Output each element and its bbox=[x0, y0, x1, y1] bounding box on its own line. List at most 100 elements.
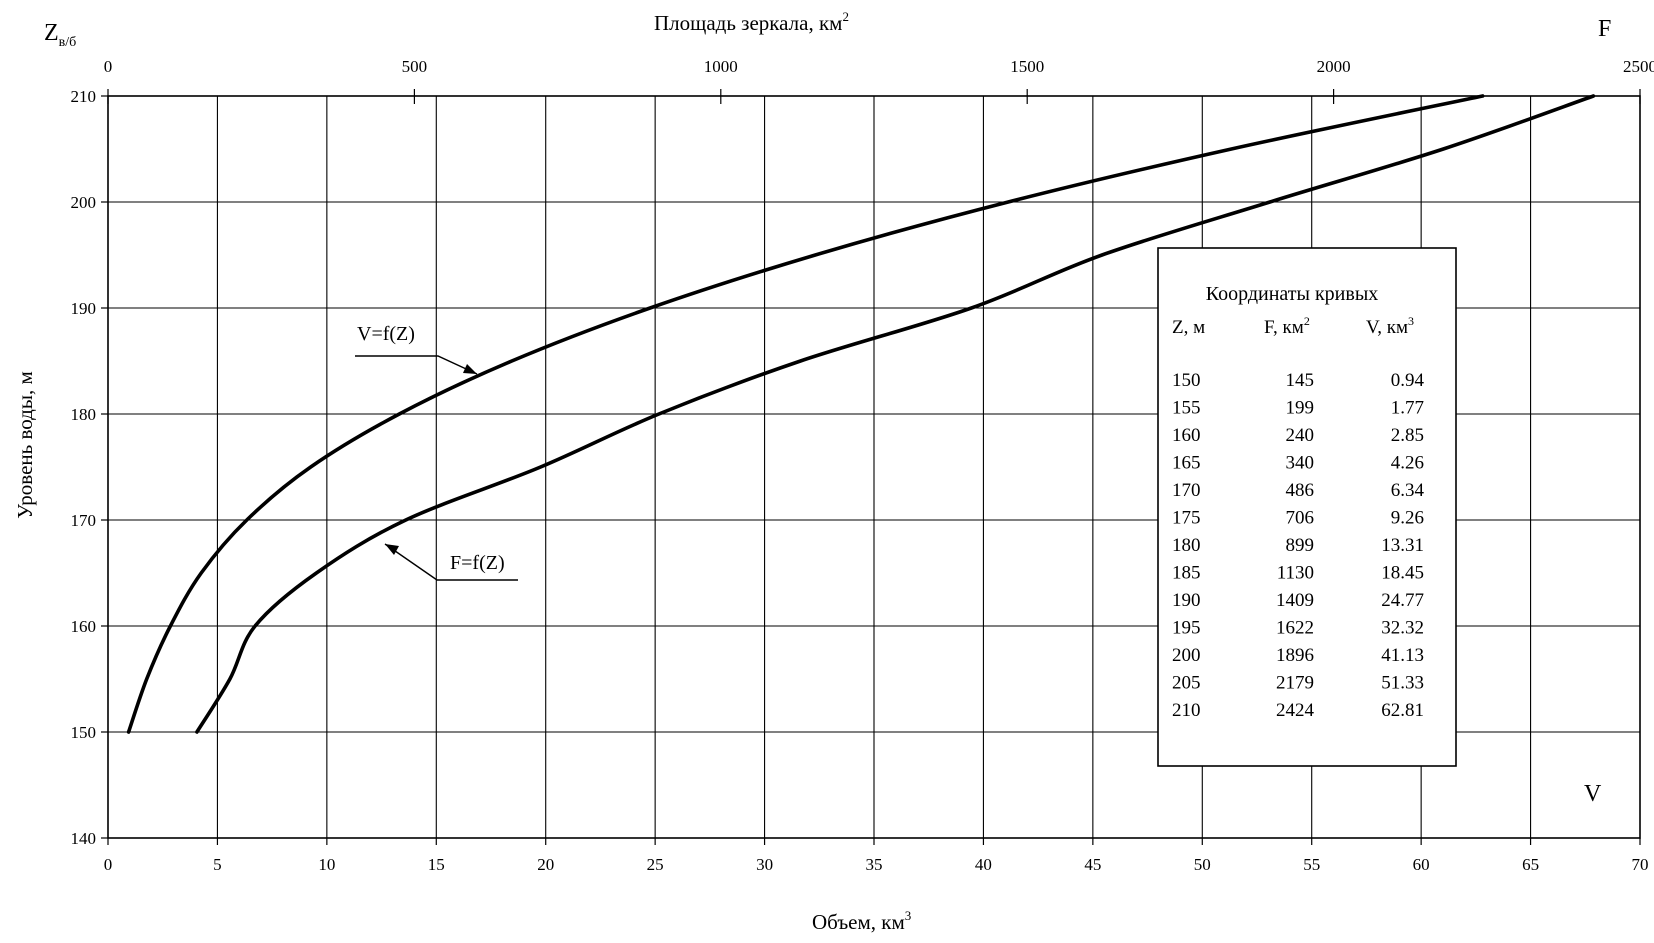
table-cell: 13.31 bbox=[1381, 535, 1424, 556]
bottom-tick-label: 15 bbox=[428, 855, 445, 874]
table-cell: 0.94 bbox=[1391, 370, 1425, 391]
bottom-tick-label: 30 bbox=[756, 855, 773, 874]
y-axis-title: Уровень воды, м bbox=[13, 371, 37, 518]
table-cell: 240 bbox=[1286, 425, 1315, 446]
top-corner-label: F bbox=[1598, 16, 1611, 42]
table-cell: 145 bbox=[1286, 370, 1315, 391]
bottom-tick-label: 25 bbox=[647, 855, 664, 874]
bottom-tick-label: 40 bbox=[975, 855, 992, 874]
table-cell: 32.32 bbox=[1381, 618, 1424, 639]
bottom-tick-label: 20 bbox=[537, 855, 554, 874]
table-cell: 1.77 bbox=[1391, 398, 1424, 419]
bottom-tick-label: 70 bbox=[1632, 855, 1649, 874]
table-row: 210 2424 62.81 bbox=[1172, 700, 1424, 721]
table-cell: 899 bbox=[1286, 535, 1315, 556]
table-row: 160 240 2.85 bbox=[1172, 425, 1424, 446]
y-tick-label: 210 bbox=[71, 87, 97, 106]
table-cell: 210 bbox=[1172, 700, 1201, 721]
table-cell: 155 bbox=[1172, 398, 1201, 419]
table-row: 170 486 6.34 bbox=[1172, 480, 1425, 501]
table-cell: 2.85 bbox=[1391, 425, 1424, 446]
table-cell: 160 bbox=[1172, 425, 1201, 446]
table-cell: 205 bbox=[1172, 673, 1201, 694]
bottom-tick-label: 10 bbox=[318, 855, 335, 874]
table-row: 185 1130 18.45 bbox=[1172, 563, 1424, 584]
y-tick-label: 160 bbox=[71, 617, 97, 636]
table-cell: 150 bbox=[1172, 370, 1201, 391]
volume-curve bbox=[126, 94, 1485, 734]
table-row: 200 1896 41.13 bbox=[1172, 645, 1424, 666]
table-cell: 165 bbox=[1172, 453, 1201, 474]
table-rows: 150 145 0.94 155 199 1.77 160 240 2.85 165 340 4.26… bbox=[1172, 370, 1425, 721]
area-curve bbox=[195, 94, 1596, 734]
y-tick-label: 140 bbox=[71, 829, 97, 848]
table-cell: 200 bbox=[1172, 645, 1201, 666]
f-curve-arrow bbox=[385, 544, 399, 555]
table-row: 175 706 9.26 bbox=[1172, 508, 1424, 529]
top-tick-label: 0 bbox=[104, 57, 113, 76]
bottom-tick-label: 45 bbox=[1084, 855, 1101, 874]
f-curve-leader bbox=[384, 543, 518, 581]
table-row: 180 899 13.31 bbox=[1172, 535, 1424, 556]
table-cell: 1622 bbox=[1276, 618, 1314, 639]
table-cell: 175 bbox=[1172, 508, 1201, 529]
top-tick-label: 2000 bbox=[1317, 57, 1351, 76]
v-curve-label: V=f(Z) bbox=[357, 323, 415, 345]
top-tick-label: 500 bbox=[402, 57, 428, 76]
table-cell: 9.26 bbox=[1391, 508, 1424, 529]
table-cell: 1409 bbox=[1276, 590, 1314, 611]
top-tick-label: 1500 bbox=[1010, 57, 1044, 76]
table-cell: 185 bbox=[1172, 563, 1201, 584]
curves bbox=[126, 94, 1596, 734]
table-row: 190 1409 24.77 bbox=[1172, 590, 1424, 611]
bottom-tick-label: 60 bbox=[1413, 855, 1430, 874]
table-cell: 199 bbox=[1286, 398, 1315, 419]
table-cell: 1130 bbox=[1277, 563, 1314, 584]
table-cell: 190 bbox=[1172, 590, 1201, 611]
table-cell: 1896 bbox=[1276, 645, 1314, 666]
y-tick-label: 170 bbox=[71, 511, 97, 530]
table-cell: 2424 bbox=[1276, 700, 1315, 721]
table-cell: 18.45 bbox=[1381, 563, 1424, 584]
table-cell: 340 bbox=[1286, 453, 1315, 474]
bottom-tick-label: 35 bbox=[866, 855, 883, 874]
table-row: 195 1622 32.32 bbox=[1172, 618, 1424, 639]
bottom-corner-label: V bbox=[1584, 781, 1602, 807]
table-cell: 62.81 bbox=[1381, 700, 1424, 721]
table-cell: 195 bbox=[1172, 618, 1201, 639]
bottom-tick-label: 5 bbox=[213, 855, 222, 874]
y-tick-label: 180 bbox=[71, 405, 97, 424]
y-tick-label: 200 bbox=[71, 193, 97, 212]
table-cell: 486 bbox=[1286, 480, 1315, 501]
y-tick-label: 190 bbox=[71, 299, 97, 318]
bottom-tick-label: 55 bbox=[1303, 855, 1320, 874]
bottom-tick-label: 50 bbox=[1194, 855, 1211, 874]
axes bbox=[101, 89, 1641, 845]
bottom-axis-title: Объем, км3 bbox=[812, 908, 911, 934]
top-tick-label: 2500 bbox=[1623, 57, 1654, 76]
v-curve-arrow bbox=[463, 364, 477, 374]
y-tick-label: 150 bbox=[71, 723, 97, 742]
table-cell: 2179 bbox=[1276, 673, 1314, 694]
table-cell: 51.33 bbox=[1381, 673, 1424, 694]
table-title: Координаты кривых bbox=[1206, 283, 1379, 305]
bottom-tick-label: 0 bbox=[104, 855, 113, 874]
table-row: 150 145 0.94 bbox=[1172, 370, 1425, 391]
y-corner-label: Zв/б bbox=[44, 20, 76, 50]
table-cell: 6.34 bbox=[1391, 480, 1425, 501]
coordinates-table: Координаты кривых Z, м F, км2 V, км3 150… bbox=[1157, 247, 1457, 767]
f-curve-callout: F=f(Z) bbox=[384, 543, 518, 581]
v-curve-callout: V=f(Z) bbox=[355, 323, 478, 375]
table-cell: 170 bbox=[1172, 480, 1201, 501]
table-header-f: F, км2 bbox=[1264, 314, 1310, 338]
tick-labels: 0 5 10 15 20 25 30 35 40 45 50 55 60 65 700 500 1000 1500… bbox=[71, 57, 1654, 874]
table-cell: 180 bbox=[1172, 535, 1201, 556]
v-curve-leader bbox=[355, 355, 478, 375]
table-frame bbox=[1157, 247, 1457, 767]
f-curve-label: F=f(Z) bbox=[450, 552, 505, 574]
table-cell: 4.26 bbox=[1391, 453, 1424, 474]
bottom-tick-label: 65 bbox=[1522, 855, 1539, 874]
table-cell: 706 bbox=[1286, 508, 1315, 529]
table-row: 155 199 1.77 bbox=[1172, 398, 1424, 419]
